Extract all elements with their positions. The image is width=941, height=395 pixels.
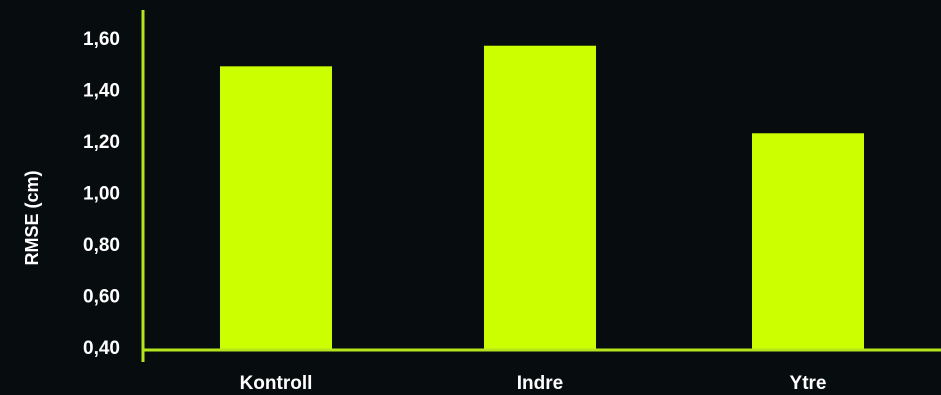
bar-ytre	[752, 133, 864, 350]
y-tick-label: 1,60	[83, 29, 120, 50]
y-tick-label: 0,40	[83, 338, 120, 359]
x-category-labels: Kontroll Indre Ytre	[240, 373, 827, 394]
y-tick-label: 1,40	[83, 81, 120, 102]
y-tick-label: 1,00	[83, 184, 120, 205]
y-tick-label: 0,60	[83, 287, 120, 308]
bar-indre	[484, 45, 596, 350]
y-tick-labels: 0,40 0,60 0,80 1,00 1,20 1,40 1,60	[83, 29, 120, 359]
y-tick-label: 1,20	[83, 132, 120, 153]
bar-kontroll	[220, 66, 332, 350]
x-category-label: Kontroll	[240, 373, 313, 394]
x-category-label: Indre	[517, 373, 563, 394]
y-tick-label: 0,80	[83, 235, 120, 256]
x-category-label: Ytre	[790, 373, 827, 394]
y-axis-title: RMSE (cm)	[22, 170, 42, 265]
bars-group	[220, 45, 864, 350]
